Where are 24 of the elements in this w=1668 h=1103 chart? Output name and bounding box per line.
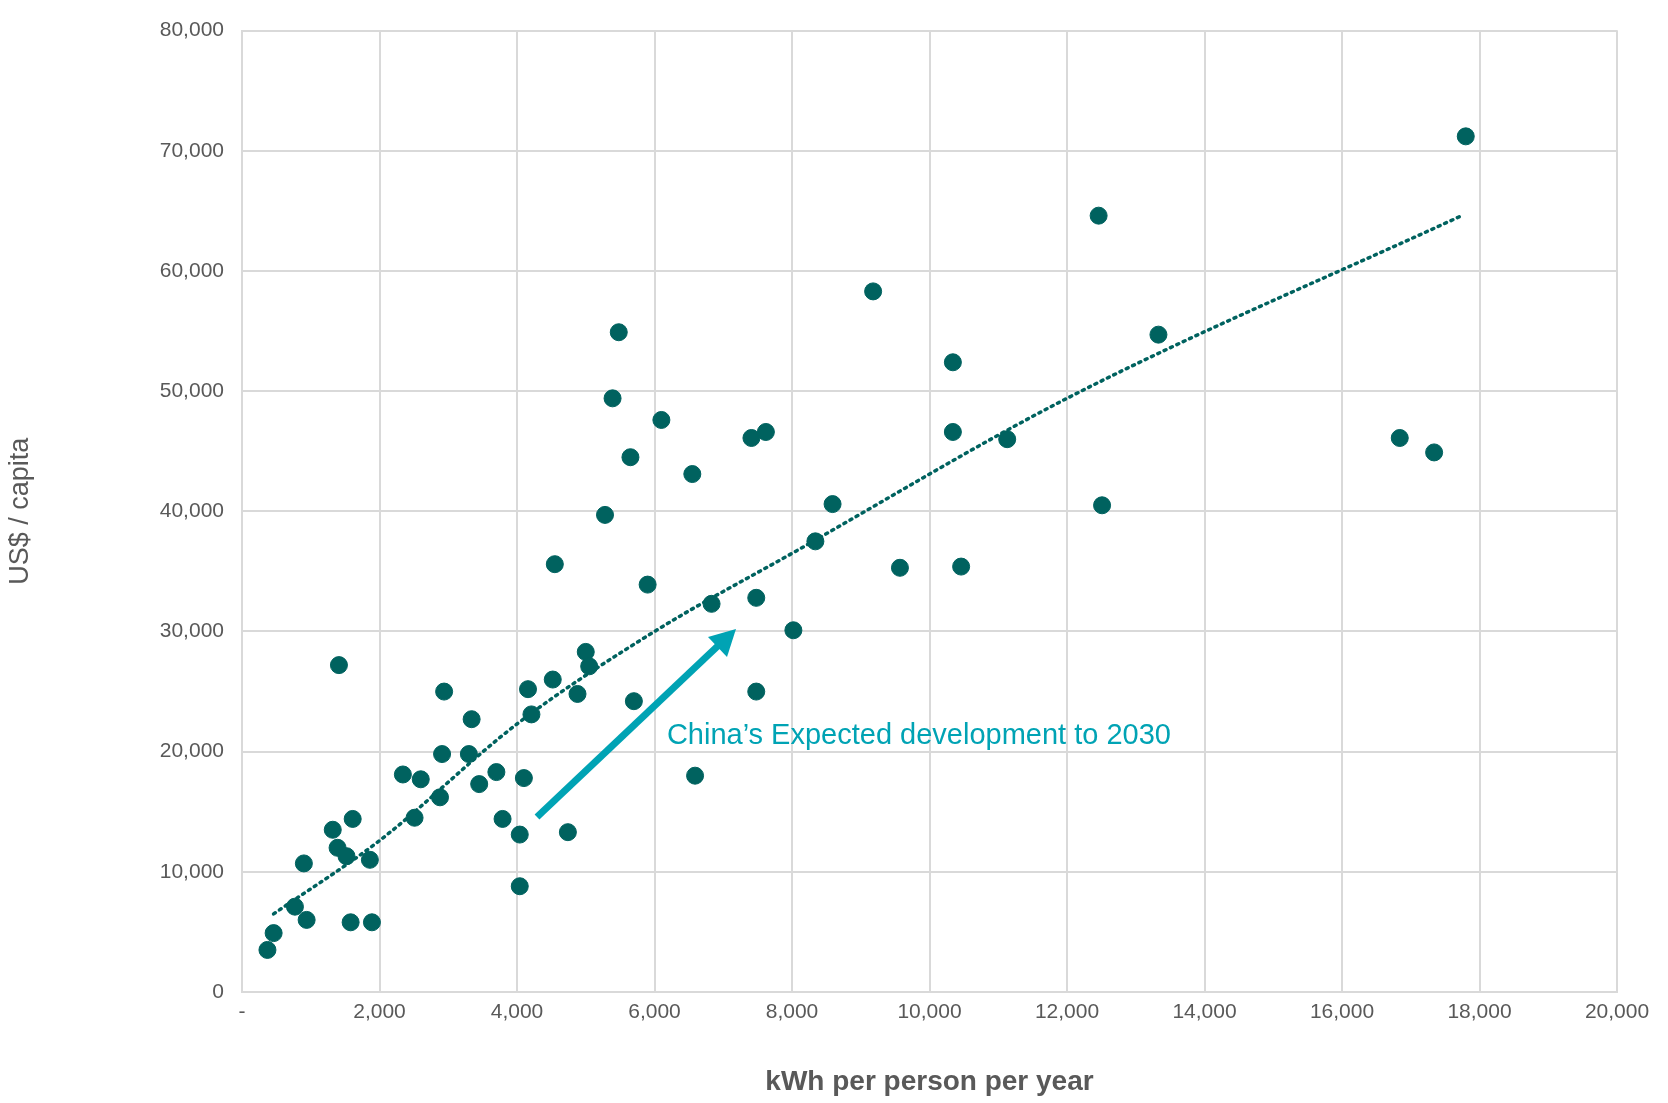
y-tick-label: 50,000 — [159, 377, 224, 401]
y-tick-label: 40,000 — [159, 498, 224, 522]
y-tick-label: 20,000 — [159, 738, 224, 762]
x-tick-label: 20,000 — [1584, 999, 1650, 1023]
x-tick-label: 12,000 — [1034, 999, 1100, 1023]
x-tick-label: 8,000 — [765, 999, 819, 1023]
y-tick-label: 30,000 — [159, 618, 224, 642]
line-series — [271, 213, 1464, 916]
y-tick-label: 60,000 — [159, 257, 224, 281]
x-axis-title: kWh per person per year — [765, 1064, 1094, 1096]
x-tick-label: 16,000 — [1309, 999, 1375, 1023]
x-tick-label: 14,000 — [1172, 999, 1237, 1023]
y-tick-label: 80,000 — [159, 17, 224, 41]
y-axis-title: US$ / capita — [3, 436, 34, 585]
annotation: China’s Expected development to 2030 — [666, 717, 1171, 750]
y-tick-label: 70,000 — [159, 137, 224, 161]
x-tick-label: 2,000 — [353, 999, 406, 1023]
x-tick-label: 6,000 — [628, 999, 681, 1023]
y-tick-label: 0 — [212, 978, 224, 1002]
y-tick-label: 10,000 — [159, 858, 224, 882]
x-tick-label: 4,000 — [490, 999, 544, 1023]
x-tick-label: 10,000 — [897, 999, 962, 1023]
x-tick-label: 18,000 — [1447, 999, 1512, 1023]
x-tick-label: - — [238, 999, 246, 1023]
